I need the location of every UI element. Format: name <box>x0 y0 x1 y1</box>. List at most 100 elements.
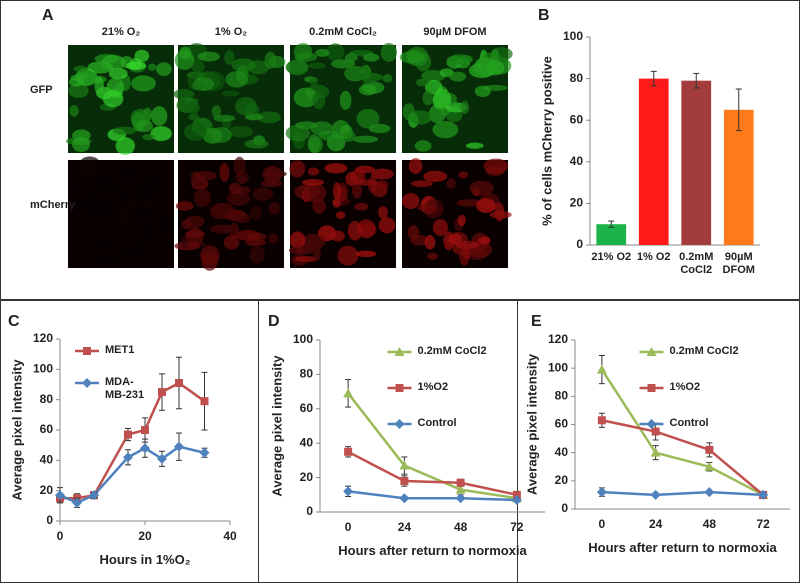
cell <box>136 120 154 133</box>
marker <box>140 443 150 454</box>
cell <box>132 217 157 224</box>
x-tick-label: 90µM DFOM <box>723 251 755 276</box>
cell <box>294 256 318 263</box>
cell <box>186 227 204 247</box>
cell <box>352 135 379 143</box>
series-line <box>600 368 764 497</box>
series-line <box>347 490 517 502</box>
cell <box>476 198 496 214</box>
cell <box>183 123 207 141</box>
marker <box>597 416 606 425</box>
cell <box>115 137 135 155</box>
cell <box>339 130 356 142</box>
cell <box>268 202 280 215</box>
cell <box>423 170 448 182</box>
bar <box>681 80 712 246</box>
cell <box>477 236 491 245</box>
legend-label: MDA-MB-231 <box>105 376 144 401</box>
marker <box>158 388 166 397</box>
cell <box>308 136 323 154</box>
cell <box>432 218 448 236</box>
x-tick-label: 48 <box>454 520 468 534</box>
marker <box>72 497 82 508</box>
cell <box>188 113 200 121</box>
cell <box>94 76 104 95</box>
x-tick-label: 0 <box>57 529 64 543</box>
series-line <box>601 490 764 497</box>
cell <box>380 43 398 62</box>
x-tick-label-text: 21% O2 <box>591 251 632 263</box>
cell <box>458 171 469 179</box>
cell <box>449 54 470 65</box>
cell <box>368 176 378 194</box>
cell <box>134 49 150 63</box>
cell <box>175 201 194 211</box>
cell <box>223 235 240 250</box>
cell <box>244 113 264 121</box>
legend-label: 0.2mM CoCl2 <box>669 345 739 357</box>
marker <box>704 461 715 471</box>
cell <box>95 252 118 268</box>
cell <box>312 198 326 214</box>
cell <box>363 53 380 62</box>
cell <box>474 85 491 98</box>
legend-label-text: 1%O2 <box>669 381 701 393</box>
cell <box>285 60 309 75</box>
cell <box>112 126 137 135</box>
cell <box>257 111 281 124</box>
cell <box>422 90 434 106</box>
cell <box>228 182 242 195</box>
bar <box>638 78 669 245</box>
legend-label: 0.2mM CoCl2 <box>418 345 487 357</box>
x-tick-label: 20 <box>138 529 152 543</box>
cell <box>402 103 415 121</box>
x-tick-label-text: 1% O2 <box>636 251 671 263</box>
x-tick-label: 0 <box>599 517 606 531</box>
marker <box>395 384 404 392</box>
y-tick-label: 40 <box>300 435 314 449</box>
y-tick-label: 60 <box>570 112 584 126</box>
cell <box>332 182 342 200</box>
column-header: 0.2mM CoCl₂ <box>309 26 377 38</box>
cell <box>459 247 470 266</box>
x-tick-label: 72 <box>756 517 770 531</box>
cell <box>201 251 219 271</box>
marker <box>646 419 657 429</box>
marker <box>344 447 353 456</box>
x-axis-label-text: Hours after return to normoxia <box>338 543 527 558</box>
cell <box>122 166 142 178</box>
cell <box>141 224 154 241</box>
cell <box>350 168 366 185</box>
marker <box>647 384 656 392</box>
legend-label: 1%O2 <box>418 381 449 393</box>
marker <box>455 484 466 494</box>
marker <box>456 478 465 487</box>
cell <box>264 51 277 69</box>
legend-label-text: 0.2mM CoCl2 <box>669 345 739 357</box>
legend-label: Control <box>418 417 457 429</box>
x-axis-label-text: Hours after return to normoxia <box>588 540 777 555</box>
cell <box>193 188 212 208</box>
cell <box>469 180 494 196</box>
marker <box>343 388 354 398</box>
marker <box>399 493 410 504</box>
y-tick-label: 0 <box>576 237 583 251</box>
cell <box>337 245 359 266</box>
cell <box>233 156 246 176</box>
legend-label: 1%O2 <box>669 381 701 393</box>
x-tick-label: 21% O2 <box>591 251 632 263</box>
x-tick-label: 72 <box>510 520 524 534</box>
cell <box>157 215 169 231</box>
y-tick-label: 20 <box>570 196 584 210</box>
legend-label-text: MET1 <box>105 344 135 356</box>
cell <box>193 171 217 181</box>
cell <box>131 210 141 217</box>
column-header: 90µM DFOM <box>423 26 486 38</box>
marker <box>512 490 521 499</box>
cell <box>142 133 155 141</box>
cell <box>356 108 380 129</box>
cell <box>125 61 147 70</box>
cell <box>211 105 222 118</box>
cell <box>347 221 363 241</box>
